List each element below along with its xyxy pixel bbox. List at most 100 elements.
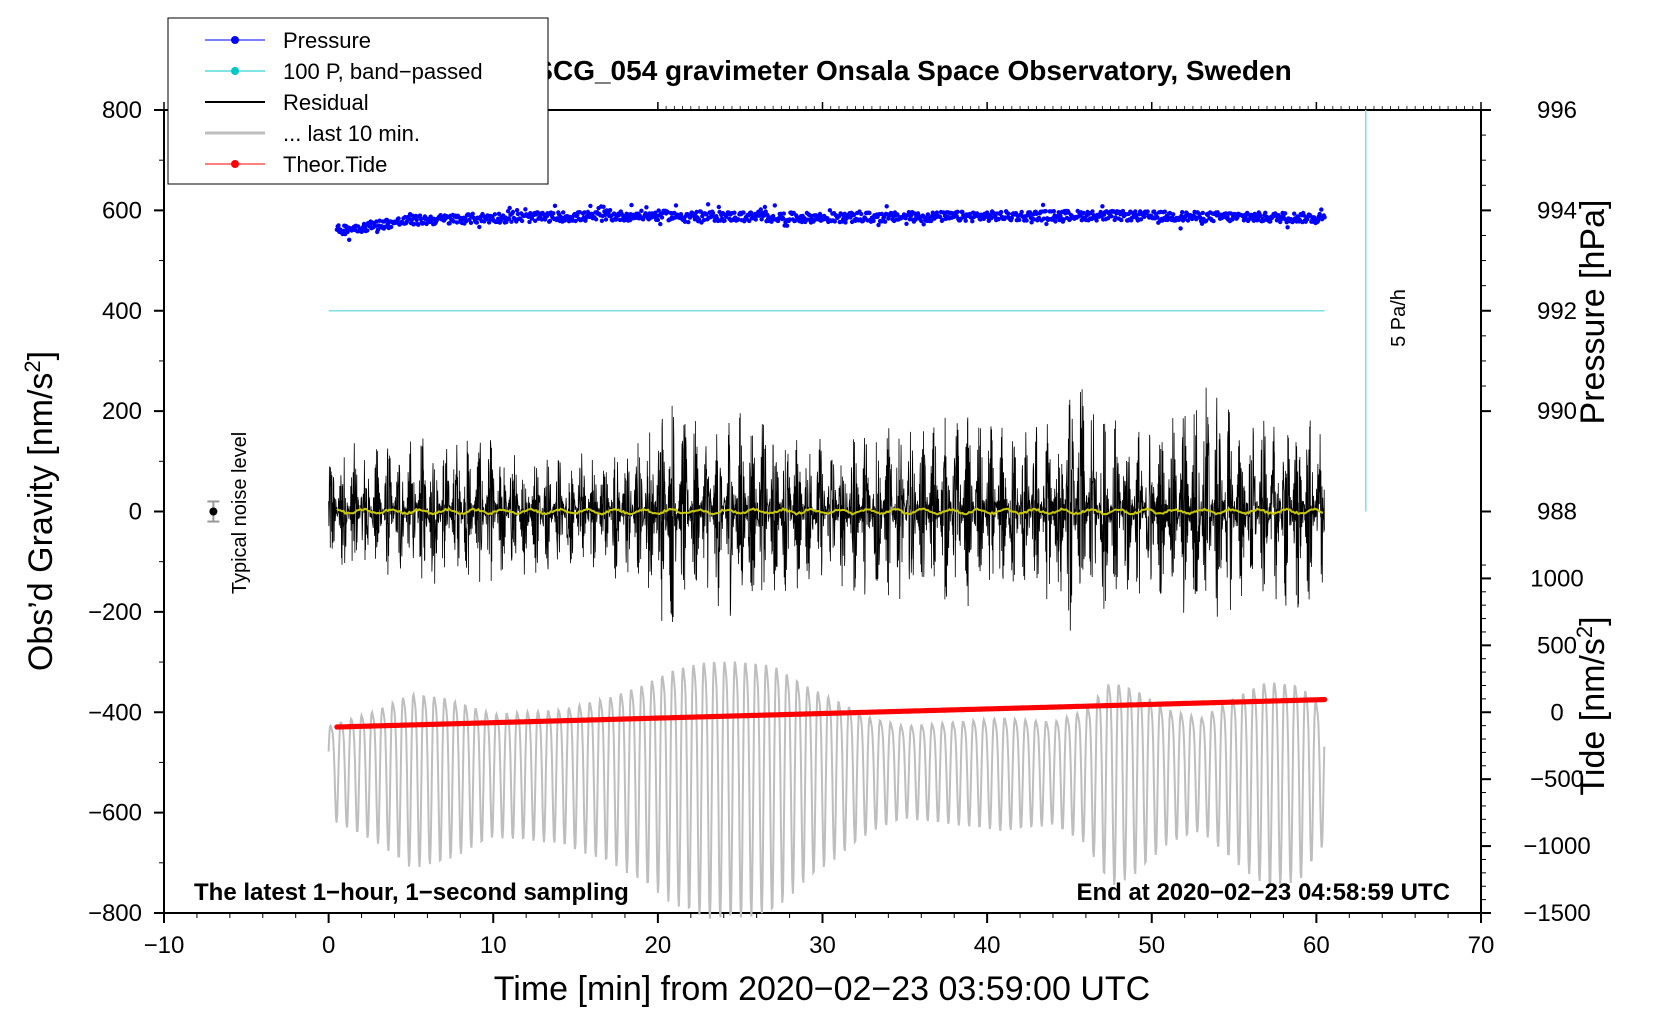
tide-tick-label: −500	[1530, 766, 1584, 793]
pressure-point	[1268, 219, 1273, 224]
pressure-point	[413, 213, 419, 219]
pressure-point	[930, 210, 935, 215]
pressure-point	[656, 208, 661, 213]
pressure-point	[1051, 209, 1057, 214]
pressure-point	[1027, 210, 1033, 215]
x-tick-label: 10	[480, 932, 507, 959]
pressure-point	[655, 217, 661, 223]
pressure-point	[781, 211, 786, 216]
pressure-point	[365, 228, 370, 233]
pressure-point	[848, 215, 853, 220]
pressure-point	[659, 215, 665, 220]
legend-item-theor-tide: Theor.Tide	[205, 152, 387, 177]
pressure-point	[842, 211, 847, 216]
pressure-point	[1109, 214, 1114, 219]
tide-title-end: ]	[1574, 616, 1612, 625]
pressure-point	[832, 219, 837, 224]
pressure-point	[561, 210, 566, 215]
series-residual	[328, 387, 1325, 631]
pressure-point	[1034, 211, 1039, 216]
pressure-point	[552, 203, 558, 208]
pressure-point	[895, 212, 900, 217]
pressure-point	[496, 211, 502, 216]
pressure-point	[1185, 218, 1191, 223]
pressure-point	[639, 208, 644, 213]
scale-bar-label: 5 Pa/h	[1388, 289, 1410, 347]
pressure-point	[1171, 212, 1176, 217]
pressure-point	[1180, 210, 1185, 215]
pressure-point	[772, 203, 777, 208]
pressure-point	[1120, 208, 1126, 214]
pressure-point	[921, 222, 926, 227]
x-tick-label: 70	[1468, 932, 1495, 959]
pressure-point	[963, 218, 968, 223]
pressure-point	[1044, 221, 1049, 227]
pressure-point	[527, 219, 532, 225]
tide-tick-label: −1500	[1523, 900, 1590, 927]
pressure-point	[603, 217, 609, 222]
pressure-point	[468, 220, 474, 225]
y-tick-label: −800	[88, 900, 142, 927]
pressure-point	[507, 205, 512, 211]
pressure-point	[859, 211, 864, 217]
pressure-point	[1041, 216, 1047, 221]
pressure-point	[409, 217, 414, 223]
pressure-point	[1263, 210, 1268, 215]
pressure-point	[955, 209, 960, 214]
pressure-point	[573, 218, 578, 224]
pressure-point	[454, 220, 460, 225]
pressure-tick-label: 990	[1537, 398, 1577, 425]
pressure-point	[384, 217, 390, 223]
pressure-point	[882, 219, 888, 224]
pressure-point	[599, 218, 605, 223]
pressure-point	[1258, 214, 1263, 219]
pressure-point	[416, 222, 421, 227]
pressure-point	[722, 218, 727, 223]
pressure-point	[710, 210, 716, 216]
pressure-point	[843, 220, 848, 225]
pressure-point	[519, 218, 525, 224]
x-tick-label: 20	[645, 932, 672, 959]
legend-dot-theor-tide	[231, 160, 239, 168]
pressure-point	[1308, 213, 1313, 219]
pressure-point	[1094, 218, 1099, 223]
series-residual-smoothed	[336, 507, 1324, 516]
series-last-10-min	[327, 661, 1326, 919]
pressure-point	[414, 217, 419, 223]
pressure-point	[1315, 218, 1321, 224]
chart-title: SCG_054 gravimeter Onsala Space Observat…	[534, 55, 1291, 86]
pressure-point	[871, 218, 876, 224]
y-tick-label: −200	[88, 599, 142, 626]
pressure-point	[377, 218, 382, 223]
y-tick-label: 400	[102, 298, 142, 325]
legend-item-last-10-min: ... last 10 min.	[205, 121, 420, 146]
pressure-tick-label: 992	[1537, 298, 1577, 325]
pressure-point	[1100, 204, 1105, 209]
y-axis-tide: −1500 −1000 −500 0 500 1000	[1481, 564, 1591, 927]
pressure-point	[463, 219, 469, 224]
pressure-point	[1024, 218, 1029, 223]
pressure-point	[529, 216, 535, 221]
footer-right-label: End at 2020−02−23 04:58:59 UTC	[1076, 879, 1450, 906]
pressure-point	[919, 218, 924, 224]
y-tick-label: −600	[88, 800, 142, 827]
pressure-point	[1198, 215, 1203, 220]
legend-label-band-passed: 100 P, band−passed	[283, 59, 483, 84]
series-theor-tide	[334, 696, 1328, 730]
pressure-point	[1009, 215, 1014, 221]
pressure-point	[827, 208, 833, 213]
x-tick-label: 30	[809, 932, 836, 959]
pressure-point	[593, 217, 599, 222]
y-axis-title-sup: 2	[20, 360, 45, 372]
pressure-point	[1292, 211, 1297, 216]
pressure-point	[1162, 209, 1168, 214]
pressure-point	[970, 219, 975, 224]
pressure-point	[940, 217, 945, 223]
pressure-point	[763, 209, 768, 214]
legend-label-theor-tide: Theor.Tide	[283, 152, 387, 177]
legend-label-pressure: Pressure	[283, 28, 371, 53]
pressure-point	[704, 212, 709, 217]
tide-point	[1322, 696, 1328, 703]
pressure-point	[915, 211, 921, 216]
